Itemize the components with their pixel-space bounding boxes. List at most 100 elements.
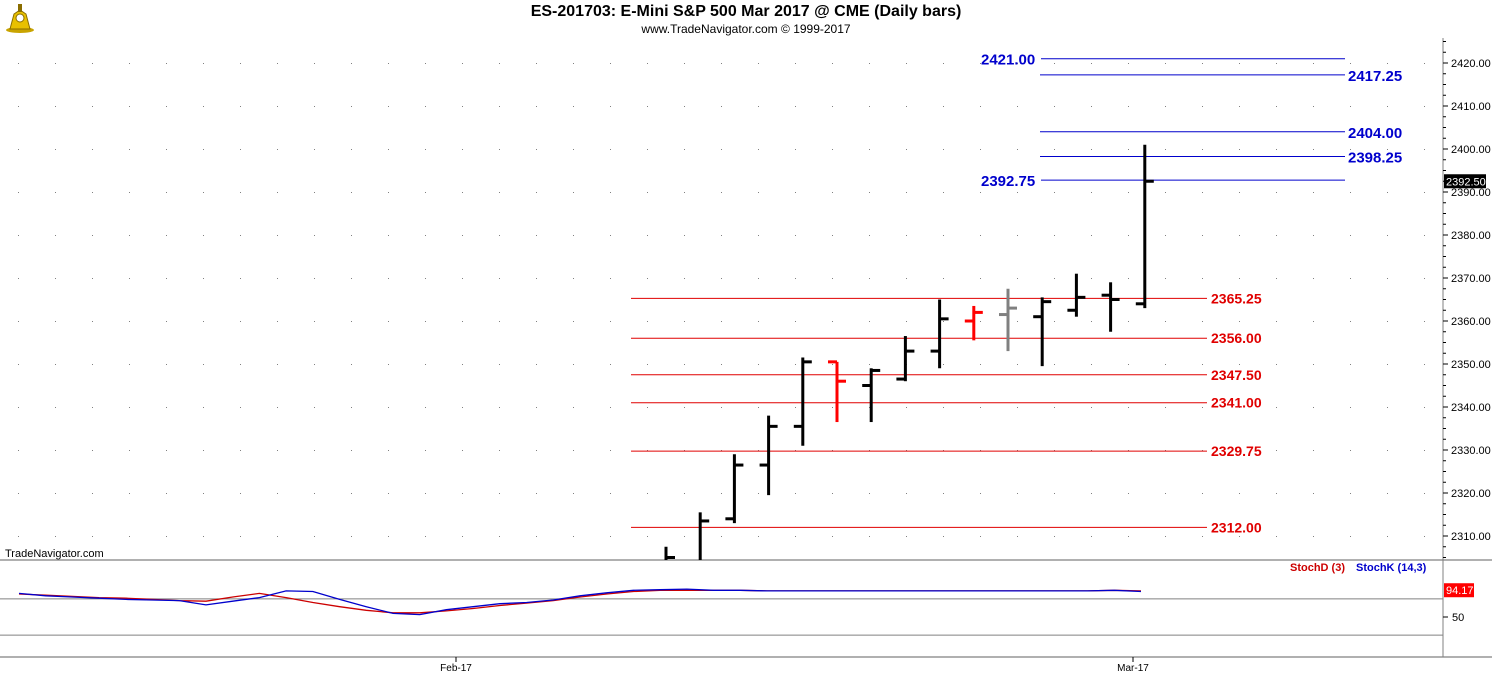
grid-dot [92, 536, 93, 537]
grid-dot [351, 149, 352, 150]
grid-dot [832, 536, 833, 537]
grid-dot [536, 278, 537, 279]
grid-dot [388, 149, 389, 150]
grid-dot [1165, 536, 1166, 537]
grid-dot [240, 106, 241, 107]
support-level-label: 2365.25 [1211, 290, 1262, 306]
grid-dot [462, 493, 463, 494]
grid-dot [832, 321, 833, 322]
grid-dot [1313, 493, 1314, 494]
grid-dot [240, 278, 241, 279]
grid-dot [1128, 235, 1129, 236]
grid-dot [684, 235, 685, 236]
grid-dot [832, 364, 833, 365]
grid-dot [647, 235, 648, 236]
chart-title: ES-201703: E-Mini S&P 500 Mar 2017 @ CME… [530, 3, 962, 20]
grid-dot [610, 192, 611, 193]
grid-dot [721, 364, 722, 365]
grid-dot [203, 149, 204, 150]
grid-dot [1350, 364, 1351, 365]
grid-dot [1313, 450, 1314, 451]
grid-dot [18, 192, 19, 193]
grid-dot [573, 149, 574, 150]
price-axis-label: 2360.00 [1451, 316, 1491, 328]
price-axis-label: 2390.00 [1451, 187, 1491, 199]
price-panel-background [0, 38, 1443, 560]
grid-dot [92, 235, 93, 236]
grid-dot [1017, 450, 1018, 451]
grid-dot [1202, 536, 1203, 537]
grid-dot [980, 63, 981, 64]
grid-dot [1313, 278, 1314, 279]
grid-dot [1017, 192, 1018, 193]
grid-dot [18, 278, 19, 279]
grid-dot [388, 278, 389, 279]
grid-dot [1054, 364, 1055, 365]
grid-dot [18, 536, 19, 537]
grid-dot [980, 536, 981, 537]
grid-dot [166, 192, 167, 193]
grid-dot [351, 493, 352, 494]
grid-dot [1276, 407, 1277, 408]
grid-dot [240, 364, 241, 365]
grid-dot [980, 407, 981, 408]
grid-dot [647, 364, 648, 365]
grid-dot [647, 63, 648, 64]
grid-dot [1313, 235, 1314, 236]
grid-dot [388, 536, 389, 537]
grid-dot [684, 364, 685, 365]
grid-dot [980, 149, 981, 150]
grid-dot [684, 278, 685, 279]
chart-subtitle: www.TradeNavigator.com © 1999-2017 [641, 22, 851, 36]
grid-dot [869, 450, 870, 451]
grid-dot [425, 106, 426, 107]
grid-dot [1017, 63, 1018, 64]
grid-dot [1387, 149, 1388, 150]
grid-dot [129, 450, 130, 451]
grid-dot [1165, 149, 1166, 150]
grid-dot [425, 63, 426, 64]
grid-dot [203, 450, 204, 451]
grid-dot [1387, 235, 1388, 236]
grid-dot [92, 63, 93, 64]
x-axis-label: Mar-17 [1117, 663, 1149, 674]
grid-dot [1017, 321, 1018, 322]
grid-dot [1387, 192, 1388, 193]
grid-dot [425, 235, 426, 236]
grid-dot [92, 450, 93, 451]
grid-dot [18, 106, 19, 107]
grid-dot [92, 321, 93, 322]
grid-dot [1313, 321, 1314, 322]
grid-dot [869, 235, 870, 236]
grid-dot [388, 493, 389, 494]
grid-dot [1276, 149, 1277, 150]
grid-dot [499, 149, 500, 150]
grid-dot [1424, 493, 1425, 494]
grid-dot [1054, 192, 1055, 193]
grid-dot [536, 364, 537, 365]
grid-dot [1091, 235, 1092, 236]
grid-dot [166, 450, 167, 451]
grid-dot [166, 321, 167, 322]
chart-header: ES-201703: E-Mini S&P 500 Mar 2017 @ CME… [0, 0, 1492, 38]
grid-dot [721, 106, 722, 107]
grid-dot [980, 364, 981, 365]
grid-dot [55, 278, 56, 279]
grid-dot [499, 235, 500, 236]
grid-dot [610, 235, 611, 236]
grid-dot [55, 235, 56, 236]
grid-dot [1424, 63, 1425, 64]
grid-dot [869, 106, 870, 107]
grid-dot [462, 106, 463, 107]
grid-dot [166, 493, 167, 494]
grid-dot [684, 106, 685, 107]
grid-dot [203, 106, 204, 107]
grid-dot [573, 407, 574, 408]
grid-dot [943, 235, 944, 236]
grid-dot [1276, 450, 1277, 451]
grid-dot [573, 192, 574, 193]
grid-dot [1424, 536, 1425, 537]
grid-dot [1165, 450, 1166, 451]
grid-dot [573, 321, 574, 322]
